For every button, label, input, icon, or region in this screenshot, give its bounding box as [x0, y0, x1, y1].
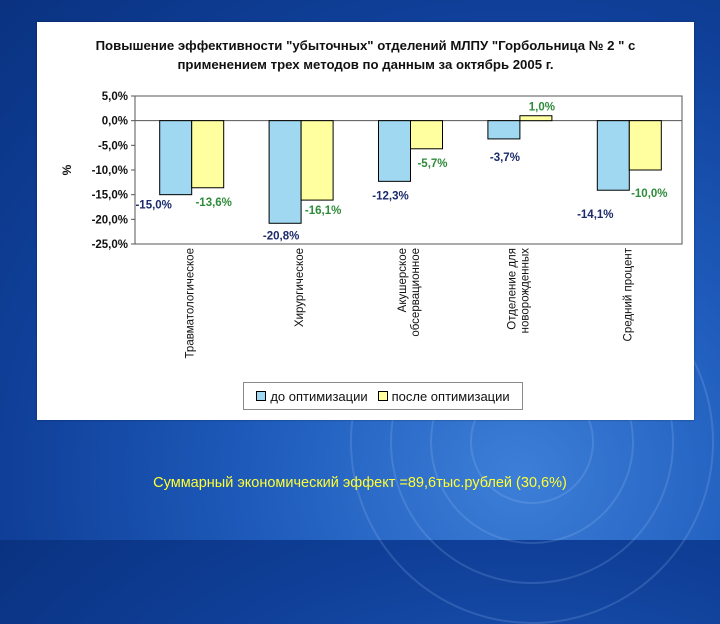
y-tick-label: -15,0% [92, 190, 128, 202]
data-label-after: -10,0% [631, 188, 667, 200]
category-label: обсервационное [410, 248, 422, 337]
summary-text: Суммарный экономический эффект =89,6тыс.… [153, 475, 567, 491]
legend-item-before: до оптимизации [256, 388, 368, 404]
data-label-before: -12,3% [372, 190, 408, 202]
y-axis-label: % [60, 164, 74, 175]
data-label-after: -5,7% [417, 158, 447, 170]
category-label: Акушерское [397, 248, 409, 312]
legend-swatch-before [256, 391, 267, 401]
category-label: Травматологическое [185, 248, 197, 358]
chart-legend: до оптимизации после оптимизации [243, 382, 523, 410]
legend-label-before: до оптимизации [270, 388, 368, 404]
bar-after-optimization [410, 120, 443, 150]
bar-before-optimization [596, 120, 630, 191]
data-label-after: -13,6% [195, 197, 231, 209]
chart-panel: Повышение эффективности "убыточных" отде… [37, 22, 694, 420]
data-label-after: -16,1% [305, 205, 341, 217]
y-tick-label: -25,0% [92, 239, 128, 251]
category-label: новорожденных [519, 248, 531, 334]
legend-item-after: после оптимизации [377, 388, 510, 404]
data-label-before: -14,1% [577, 209, 613, 221]
bar-before-optimization [159, 120, 193, 196]
y-tick-label: -20,0% [92, 214, 128, 226]
bar-after-optimization [519, 115, 553, 122]
bar-after-optimization [300, 120, 334, 201]
category-label: Отделение для [506, 248, 518, 330]
bar-after-optimization [628, 120, 662, 171]
chart-title: Повышение эффективности "убыточных" отде… [37, 36, 694, 74]
bar-before-optimization [378, 120, 411, 182]
chart-title-line-2: применением трех методов по данным за ок… [177, 57, 554, 72]
bar-chart: 5,0% 0,0% -5,0% -10,0% -15,0% -20,0% -25,0%% -1… [60, 91, 683, 358]
data-label-before: -20,8% [263, 230, 299, 242]
category-label: Хирургическое [294, 248, 306, 327]
chart-title-line-1: Повышение эффективности "убыточных" отде… [95, 38, 636, 53]
y-tick-label: -5,0% [98, 140, 128, 152]
bar-before-optimization [268, 120, 302, 224]
bar-after-optimization [191, 120, 225, 189]
y-tick-label: -10,0% [92, 165, 128, 177]
bar-before-optimization [487, 120, 521, 140]
data-label-after: 1,0% [529, 102, 555, 114]
y-tick-label: 5,0% [102, 91, 128, 103]
data-label-before: -15,0% [135, 200, 171, 212]
legend-label-after: после оптимизации [391, 388, 510, 404]
data-label-before: -3,7% [490, 152, 520, 164]
y-tick-label: 0,0% [102, 116, 128, 128]
category-label: Средний процент [622, 247, 634, 341]
legend-swatch-after [377, 391, 388, 401]
